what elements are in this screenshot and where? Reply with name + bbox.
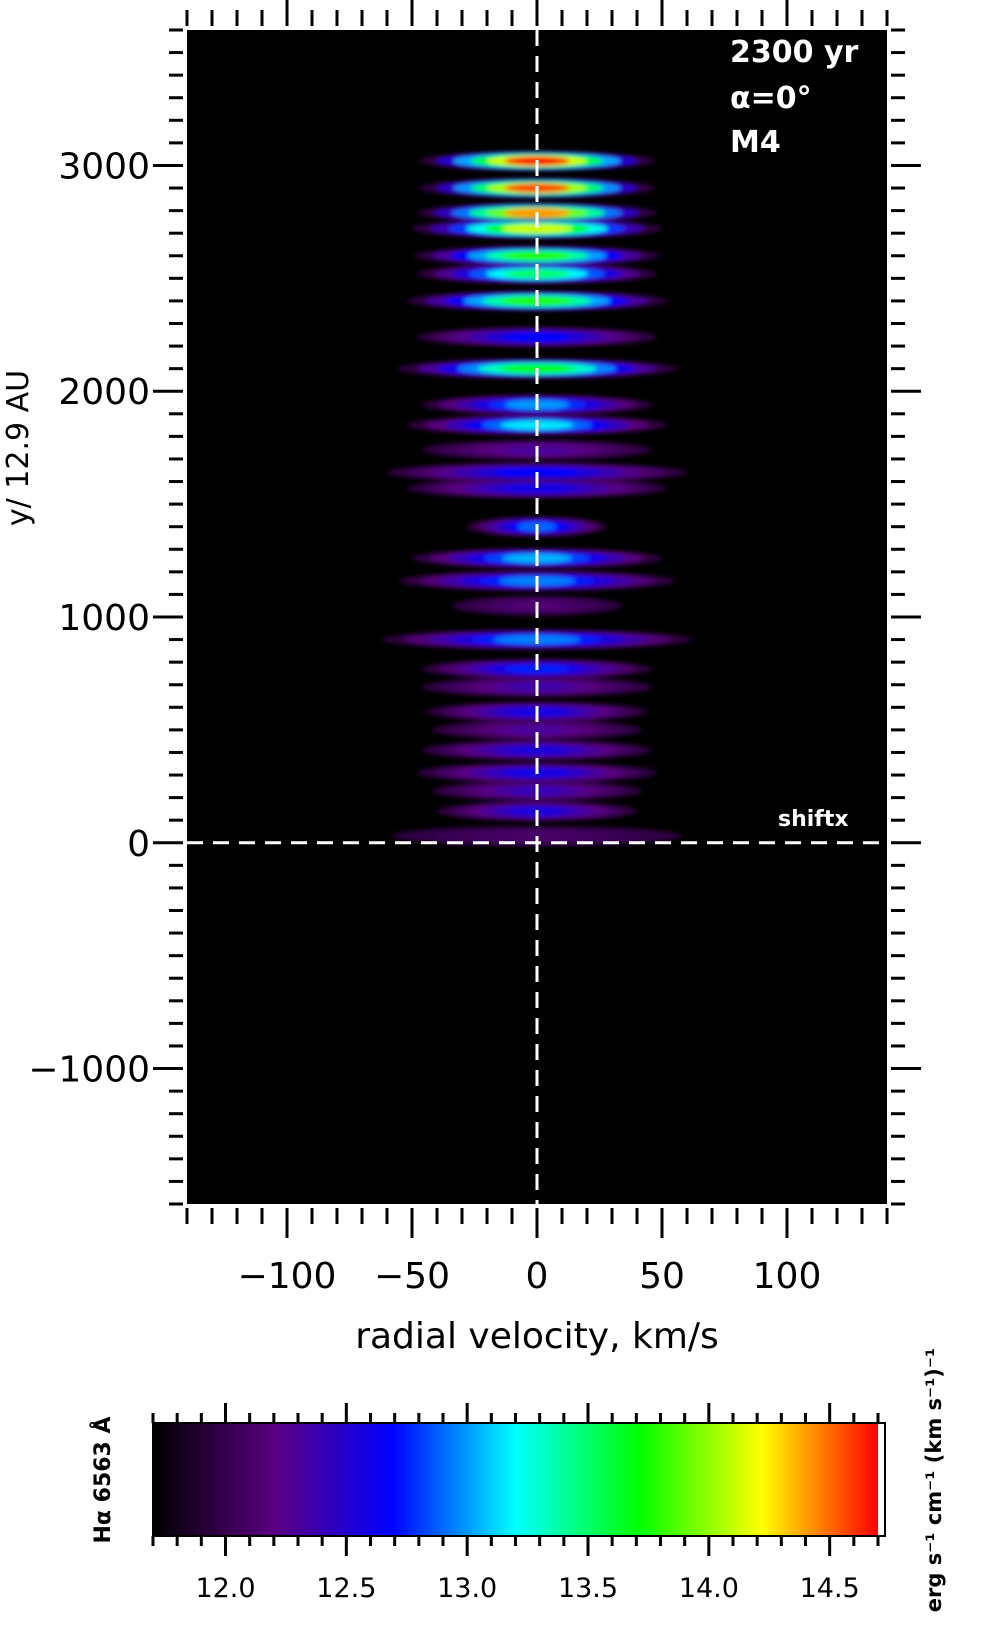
emission-band-22-level-5 (507, 725, 567, 735)
colorbar: 12.0 12.5 13.0 13.5 14.0 14.5 Hα 6563 Å erg s… (90, 1348, 946, 1612)
plot-area (153, 0, 921, 1238)
axis-ticks (153, 0, 921, 1238)
y-tick-label: −1000 (28, 1050, 150, 1091)
shiftx-label: shiftx (778, 807, 849, 832)
y-tick-label: 2000 (58, 372, 150, 413)
emission-band-7-level-5 (503, 332, 571, 342)
x-axis-title: radial velocity, km/s (355, 1316, 719, 1357)
reference-lines (187, 30, 887, 1204)
x-tick-label: −100 (238, 1256, 337, 1297)
colorbar-end (878, 1423, 885, 1536)
y-tick-labels: −1000 0 1000 2000 3000 (28, 146, 150, 1090)
colorbar-gradient (153, 1423, 878, 1536)
x-tick-label: −50 (374, 1256, 450, 1297)
colorbar-tick-label: 14.0 (679, 1573, 739, 1604)
x-tick-label: 100 (753, 1256, 822, 1297)
colorbar-tick-label: 13.5 (558, 1573, 618, 1604)
emission-band-4-level-5 (502, 251, 572, 261)
annotation-model: M4 (730, 125, 781, 160)
y-tick-label: 3000 (58, 146, 150, 187)
emission-band-13-level-5 (500, 483, 574, 493)
colorbar-label-left: Hα 6563 Å (90, 1416, 116, 1543)
colorbar-tick-label: 13.0 (437, 1573, 497, 1604)
emission-band-23-level-5 (504, 745, 570, 755)
emission-band-27-level-5 (496, 831, 578, 841)
colorbar-tick-labels: 12.0 12.5 13.0 13.5 14.0 14.5 (195, 1573, 859, 1604)
colorbar-tick-label: 12.5 (316, 1573, 376, 1604)
annotations: 2300 yr α=0° M4 shiftx (730, 35, 858, 832)
annotation-time: 2300 yr (730, 35, 858, 70)
annotation-angle: α=0° (730, 81, 812, 116)
y-tick-label: 0 (127, 824, 150, 865)
x-tick-labels: −100 −50 0 50 100 (238, 1256, 822, 1297)
colorbar-label-right: erg s⁻¹ cm⁻¹ (km s⁻¹)⁻¹ (922, 1348, 946, 1612)
colorbar-ticks (151, 1403, 880, 1556)
x-tick-label: 0 (526, 1256, 549, 1297)
colorbar-tick-label: 12.0 (195, 1573, 255, 1604)
colorbar-tick-label: 14.5 (800, 1573, 860, 1604)
x-tick-label: 50 (639, 1256, 685, 1297)
emission-band-3-level-5 (502, 224, 572, 234)
y-tick-label: 1000 (58, 598, 150, 639)
colorbar-frame (152, 1422, 886, 1537)
y-axis-title: y/ 12.9 AU (1, 370, 36, 526)
